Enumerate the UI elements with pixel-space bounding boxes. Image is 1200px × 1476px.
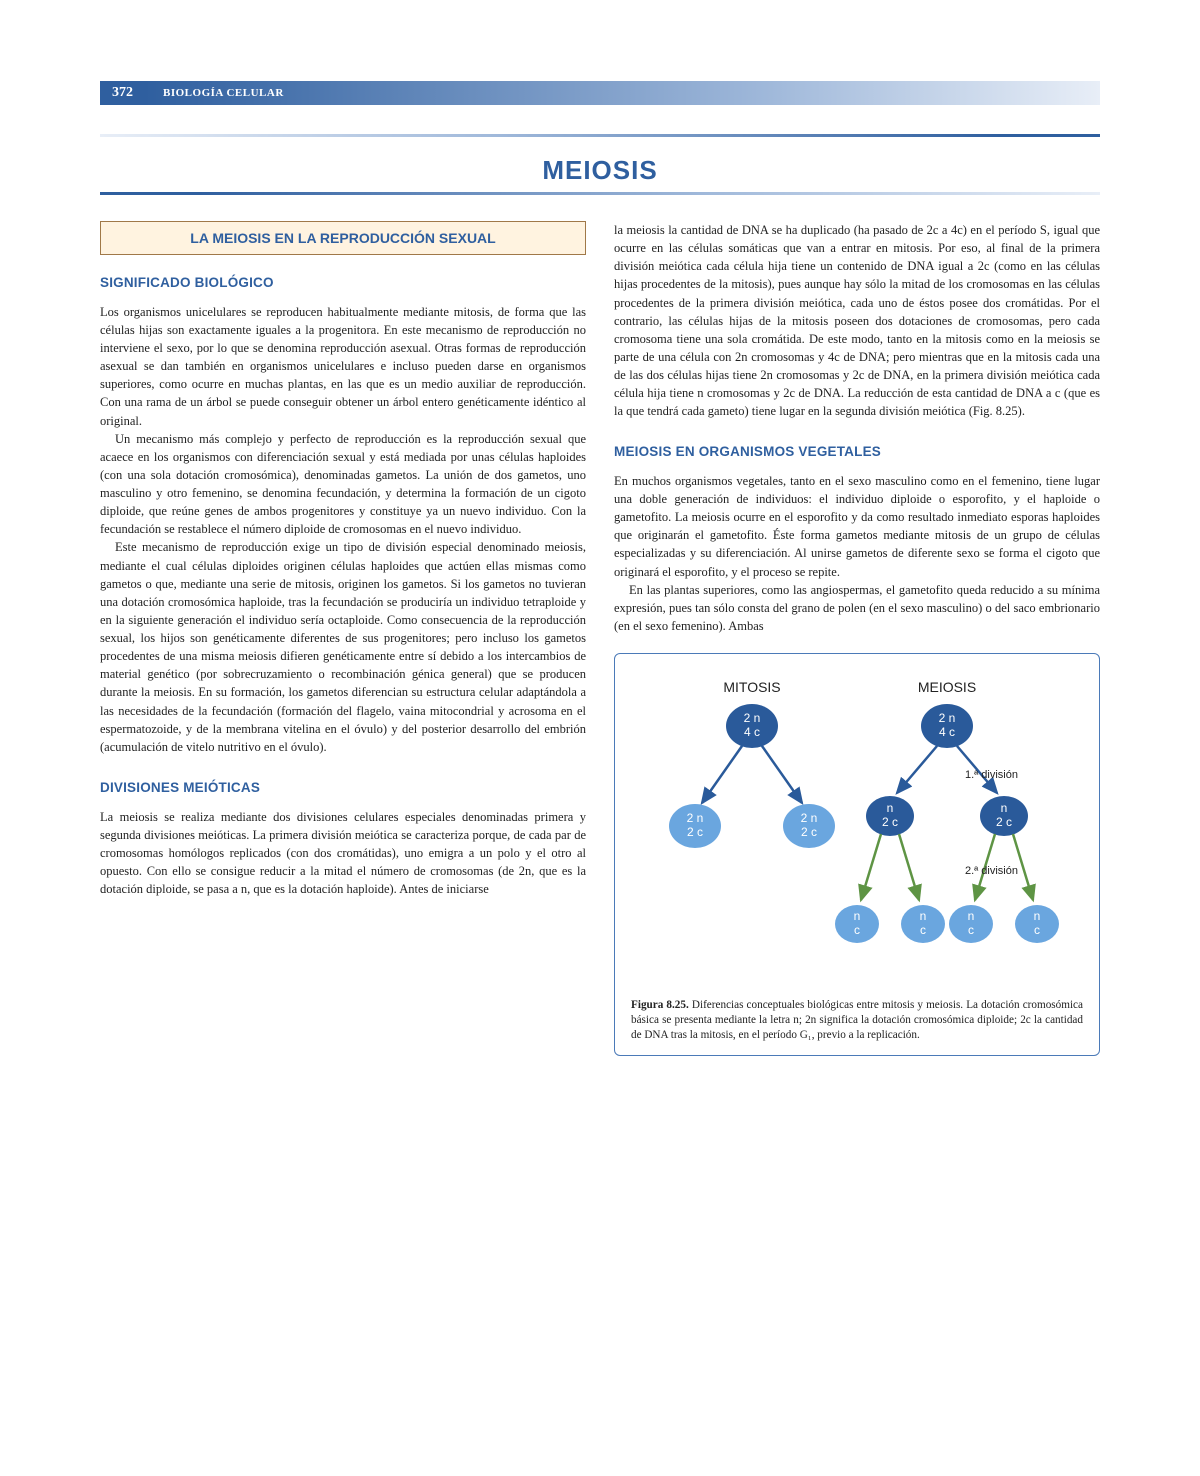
meiosis-label: MEIOSIS	[918, 679, 976, 695]
section-heading-box: LA MEIOSIS EN LA REPRODUCCIÓN SEXUAL	[100, 221, 586, 255]
chapter-title: MEIOSIS	[100, 155, 1100, 186]
svg-text:2 c: 2 c	[996, 815, 1012, 829]
figure-caption-label: Figura 8.25.	[631, 999, 689, 1011]
svg-text:2 c: 2 c	[801, 825, 817, 839]
subhead-divisiones: DIVISIONES MEIÓTICAS	[100, 778, 586, 798]
running-header: 372 BIOLOGÍA CELULAR	[100, 80, 1100, 106]
figure-caption-text: Diferencias conceptuales biológicas entr…	[631, 999, 1083, 1041]
svg-text:c: c	[968, 923, 974, 937]
meiosis-d2-node-3: n c	[949, 905, 993, 943]
svg-text:n: n	[1034, 909, 1041, 923]
subhead-significado: SIGNIFICADO BIOLÓGICO	[100, 273, 586, 293]
svg-text:2 n: 2 n	[687, 811, 704, 825]
paragraph: Este mecanismo de reproducción exige un …	[100, 538, 586, 756]
svg-text:4 c: 4 c	[939, 725, 955, 739]
text-columns: LA MEIOSIS EN LA REPRODUCCIÓN SEXUAL SIG…	[100, 221, 1100, 1056]
meiosis-d1-right-node: n 2 c	[980, 796, 1028, 836]
division1-label: 1.ª división	[965, 769, 1018, 781]
page-number: 372	[100, 81, 145, 105]
paragraph: En muchos organismos vegetales, tanto en…	[614, 472, 1100, 581]
meiosis-d2-node-2: n c	[901, 905, 945, 943]
column-right: la meiosis la cantidad de DNA se ha dupl…	[614, 221, 1100, 1056]
subhead-vegetales: MEIOSIS EN ORGANISMOS VEGETALES	[614, 442, 1100, 462]
figure-8-25: MITOSIS MEIOSIS 2 n 4 c 2 n 2 c 2 n	[614, 653, 1100, 1056]
paragraph: Un mecanismo más complejo y perfecto de …	[100, 430, 586, 539]
svg-text:c: c	[920, 923, 926, 937]
svg-text:2 n: 2 n	[744, 711, 761, 725]
title-rule-bottom	[100, 192, 1100, 195]
svg-text:2 n: 2 n	[939, 711, 956, 725]
svg-text:c: c	[1034, 923, 1040, 937]
paragraph: En las plantas superiores, como las angi…	[614, 581, 1100, 635]
svg-text:n: n	[854, 909, 861, 923]
mitosis-left-node: 2 n 2 c	[669, 804, 721, 848]
svg-text:c: c	[854, 923, 860, 937]
meiosis-top-node: 2 n 4 c	[921, 704, 973, 748]
mitosis-top-node: 2 n 4 c	[726, 704, 778, 748]
paragraph: La meiosis se realiza mediante dos divis…	[100, 808, 586, 899]
svg-text:2 c: 2 c	[687, 825, 703, 839]
svg-text:n: n	[887, 801, 894, 815]
svg-text:n: n	[1001, 801, 1008, 815]
running-head-text: BIOLOGÍA CELULAR	[145, 81, 1100, 105]
figure-diagram: MITOSIS MEIOSIS 2 n 4 c 2 n 2 c 2 n	[647, 668, 1067, 988]
title-rule-top	[100, 134, 1100, 137]
svg-text:4 c: 4 c	[744, 725, 760, 739]
svg-text:2 c: 2 c	[882, 815, 898, 829]
mitosis-right-node: 2 n 2 c	[783, 804, 835, 848]
meiosis-d2-node-4: n c	[1015, 905, 1059, 943]
meiosis-d1-left-node: n 2 c	[866, 796, 914, 836]
svg-text:2 n: 2 n	[801, 811, 818, 825]
column-left: LA MEIOSIS EN LA REPRODUCCIÓN SEXUAL SIG…	[100, 221, 586, 1056]
meiosis-d2-node-1: n c	[835, 905, 879, 943]
svg-text:n: n	[968, 909, 975, 923]
svg-text:n: n	[920, 909, 927, 923]
paragraph: la meiosis la cantidad de DNA se ha dupl…	[614, 221, 1100, 420]
paragraph: Los organismos unicelulares se reproduce…	[100, 303, 586, 430]
division2-label: 2.ª división	[965, 865, 1018, 877]
mitosis-label: MITOSIS	[723, 679, 780, 695]
figure-caption: Figura 8.25. Diferencias conceptuales bi…	[631, 998, 1083, 1043]
